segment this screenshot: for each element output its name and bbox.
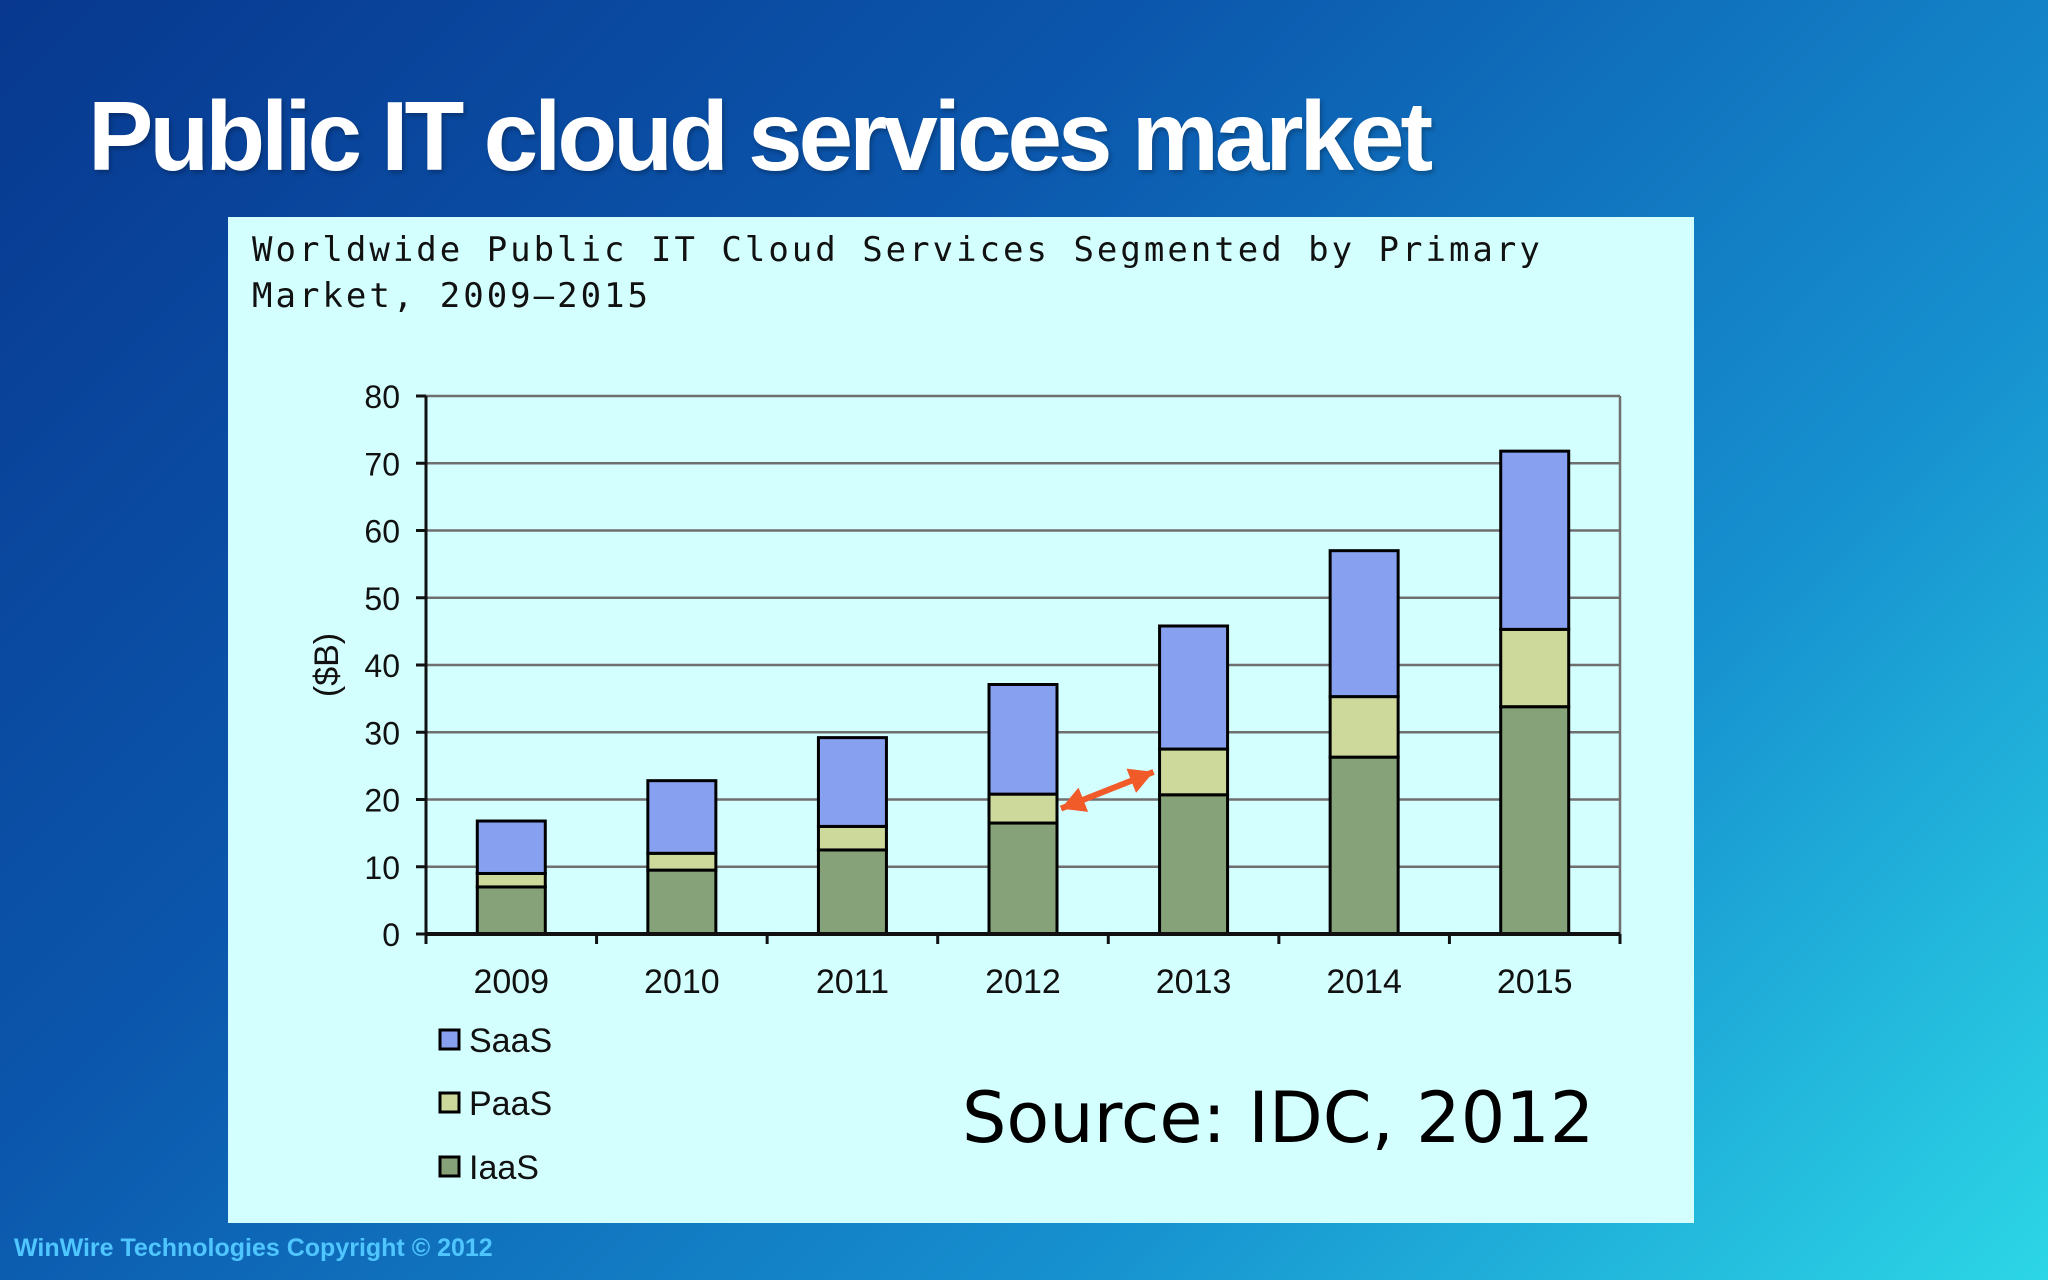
- source-citation: Source: IDC, 2012: [962, 1077, 1595, 1159]
- y-tick-label: 60: [364, 514, 400, 550]
- y-tick-label: 0: [382, 917, 400, 953]
- x-tick-label: 2013: [1156, 963, 1232, 1001]
- bar-saas-2014: [1328, 549, 1400, 699]
- copyright-footer: WinWire Technologies Copyright © 2012: [14, 1234, 493, 1262]
- bar-iaas-2012: [987, 821, 1059, 936]
- bar-iaas-2009: [475, 885, 547, 936]
- bar-paas-2014: [1328, 695, 1400, 759]
- bar-saas-2010: [646, 779, 718, 855]
- bar-paas-2013: [1158, 747, 1230, 797]
- y-axis-label: ($B): [308, 633, 346, 697]
- bar-iaas-2011: [816, 848, 888, 936]
- legend-swatch-iaas: [438, 1155, 461, 1178]
- y-tick-label: 20: [364, 783, 400, 819]
- legend-label-saas: SaaS: [469, 1022, 552, 1060]
- y-tick-label: 70: [364, 446, 400, 482]
- bar-saas-2009: [475, 819, 547, 875]
- x-tick-label: 2014: [1326, 963, 1402, 1001]
- y-tick-label: 30: [364, 715, 400, 751]
- legend-label-iaas: IaaS: [469, 1149, 539, 1187]
- x-tick-label: 2009: [473, 963, 549, 1001]
- bar-saas-2015: [1499, 449, 1571, 631]
- bar-paas-2010: [646, 851, 718, 872]
- y-tick-label: 10: [364, 850, 400, 886]
- y-tick-label: 40: [364, 648, 400, 684]
- x-tick-label: 2011: [816, 963, 889, 1001]
- x-tick-label: 2010: [644, 963, 720, 1001]
- x-tick-label: 2012: [985, 963, 1061, 1001]
- stacked-bar-chart: 0 10 20 30 40 50 60 70 80 ($B) 2009 2010 2011 2012 201…: [308, 379, 1622, 1187]
- bar-paas-2009: [475, 871, 547, 889]
- chart-title-line-2: Market, 2009–2015: [252, 276, 651, 316]
- bar-saas-2012: [987, 683, 1059, 796]
- chart-panel: Worldwide Public IT Cloud Services Segme…: [228, 217, 1694, 1223]
- chart-title: Worldwide Public IT Cloud Services Segme…: [252, 227, 1543, 319]
- legend-swatch-paas: [438, 1091, 461, 1114]
- slide-title: Public IT cloud services market: [88, 81, 1433, 191]
- bar-iaas-2013: [1158, 793, 1230, 936]
- bar-paas-2012: [987, 792, 1059, 825]
- bar-iaas-2010: [646, 868, 718, 936]
- bar-saas-2013: [1158, 624, 1230, 751]
- legend-swatch-saas: [438, 1028, 461, 1051]
- chart-title-line-1: Worldwide Public IT Cloud Services Segme…: [252, 230, 1543, 270]
- bar-iaas-2015: [1499, 705, 1571, 936]
- bar-saas-2011: [816, 736, 888, 828]
- bar-paas-2011: [816, 824, 888, 852]
- legend-label-paas: PaaS: [469, 1085, 552, 1123]
- bar-iaas-2014: [1328, 755, 1400, 936]
- annotation-arrow-head-right: [1126, 768, 1154, 793]
- y-tick-label: 50: [364, 581, 400, 617]
- annotation-arrow-head-left: [1061, 787, 1089, 812]
- bar-paas-2015: [1499, 627, 1571, 709]
- y-tick-label: 80: [364, 379, 400, 415]
- x-tick-label: 2015: [1497, 963, 1573, 1001]
